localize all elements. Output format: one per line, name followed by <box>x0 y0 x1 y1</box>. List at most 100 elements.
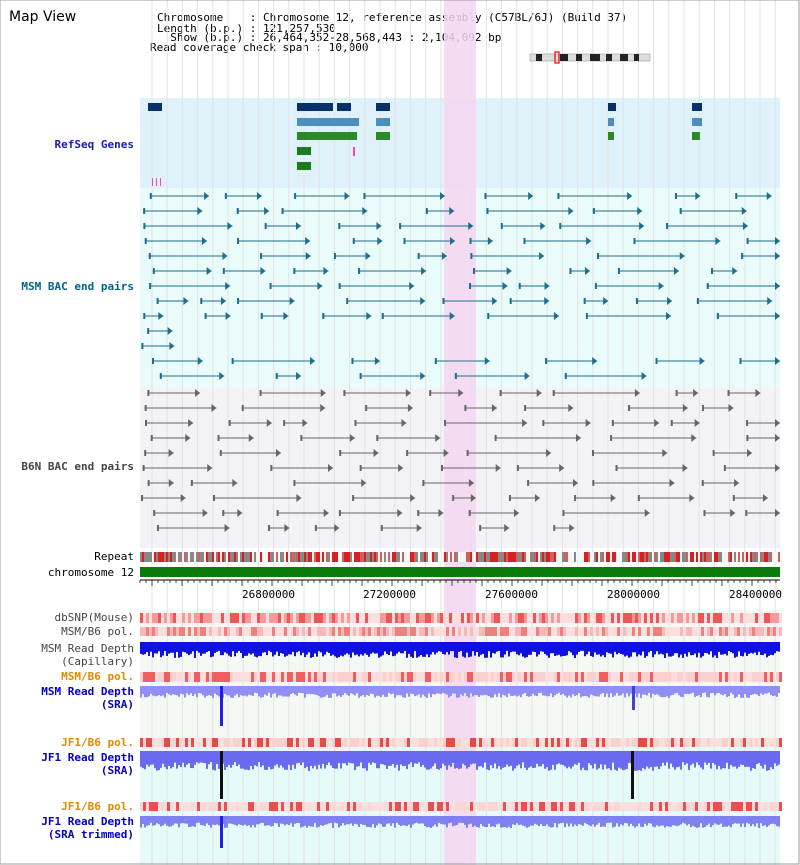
track-label-jf1-pol-1[interactable]: JF1/B6 pol. <box>61 736 134 749</box>
jf1-depth-trim-bar <box>708 816 710 824</box>
jf1-pol-mark <box>752 802 755 811</box>
msm-depth-sra-bar <box>630 686 632 694</box>
b6n-bac-pair <box>468 479 474 487</box>
jf1-pol-mark <box>473 738 476 747</box>
jf1-depth-trim-bar <box>404 816 406 826</box>
msm-depth-capillary-bar <box>454 642 456 658</box>
dbsnp-mark <box>389 613 392 623</box>
msm-pol-mark <box>359 627 362 636</box>
msm-bac-pair <box>450 237 456 245</box>
jf1-pol-mark <box>395 802 398 811</box>
msm-depth-sra-bar <box>642 686 644 695</box>
msm-depth-sra-bar <box>740 686 742 698</box>
jf1-depth-trim-bar <box>378 816 380 824</box>
repeat-mark <box>656 552 658 562</box>
gene-feature <box>297 147 311 155</box>
msm-pol-mark <box>653 627 656 636</box>
track-label-dbsnp[interactable]: dbSNP(Mouse) <box>54 611 134 624</box>
repeat-mark <box>516 552 518 562</box>
jf1-depth-sra-bar <box>674 751 676 770</box>
msm-pol-mark <box>734 672 737 682</box>
jf1-depth-trim-bar <box>716 816 718 825</box>
msm-bac-pair <box>775 312 780 320</box>
msm-bac-pair <box>487 313 490 319</box>
msm-depth-capillary-bar <box>552 642 554 654</box>
jf1-depth-trim-bar <box>758 816 760 828</box>
jf1-pol-mark <box>764 738 767 747</box>
jf1-depth-sra-bar <box>424 751 426 768</box>
repeat-mark <box>478 552 480 562</box>
msm-depth-capillary-bar <box>486 642 488 658</box>
jf1-pol-mark <box>656 802 659 811</box>
dbsnp-mark <box>332 613 335 623</box>
jf1-depth-trim-bar <box>188 816 190 828</box>
repeat-mark <box>658 552 660 562</box>
msm-bac-pair <box>338 283 341 289</box>
b6n-bac-pair <box>338 510 341 516</box>
dbsnp-mark <box>689 613 692 623</box>
track-label-b6n-bac[interactable]: B6N BAC end pairs <box>21 460 134 473</box>
msm-pol-mark <box>776 627 779 636</box>
jf1-depth-sra-bar <box>636 751 638 771</box>
gene-feature <box>608 118 614 126</box>
msm-depth-sra-bar <box>178 686 180 697</box>
jf1-depth-sra-bar <box>268 751 270 767</box>
track-label-jf1-depth-sra[interactable]: JF1 Read Depth <box>41 751 134 764</box>
track-label-refseq[interactable]: RefSeq Genes <box>54 138 134 151</box>
msm-pol-mark <box>431 627 434 636</box>
msm-depth-sra-bar <box>756 686 758 695</box>
b6n-bac-pair <box>156 525 159 531</box>
msm-depth-sra-bar <box>430 686 432 698</box>
jf1-depth-sra-bar <box>292 751 294 765</box>
track-label-msm-depth-cap[interactable]: MSM Read Depth <box>41 642 134 655</box>
track-label-jf1-depth-trim[interactable]: JF1 Read Depth <box>41 815 134 828</box>
track-label-msm-depth-sra[interactable]: MSM Read Depth <box>41 685 134 698</box>
msm-pol-mark <box>575 672 578 682</box>
jf1-depth-trim-bar <box>452 816 454 827</box>
msm-pol-mark <box>572 627 575 636</box>
jf1-pol-mark <box>188 738 191 747</box>
track-label-msm-bac[interactable]: MSM BAC end pairs <box>21 280 134 293</box>
msm-pol-mark <box>617 627 620 636</box>
repeat-mark <box>160 552 162 562</box>
msm-depth-sra-bar <box>400 686 402 696</box>
msm-depth-sra-bar <box>252 686 254 697</box>
jf1-pol-mark <box>734 738 737 747</box>
dbsnp-mark <box>161 613 164 623</box>
b6n-bac-pair <box>320 404 326 412</box>
msm-depth-capillary-bar <box>538 642 540 655</box>
jf1-depth-sra-bar <box>686 751 688 764</box>
dbsnp-mark <box>716 613 719 623</box>
jf1-pol-mark <box>368 802 371 811</box>
jf1-depth-sra-bar <box>724 751 726 769</box>
dbsnp-mark <box>722 613 725 623</box>
dbsnp-mark <box>635 613 638 623</box>
msm-depth-sra-bar <box>506 686 508 698</box>
msm-depth-sra-bar <box>168 686 170 695</box>
track-label-repeat[interactable]: Repeat <box>94 550 134 563</box>
b6n-bac-pair <box>365 405 368 411</box>
jf1-depth-trim-bar <box>760 816 762 824</box>
msm-depth-sra-bar <box>344 686 346 693</box>
msm-depth-sra-bar <box>508 686 510 694</box>
track-label-jf1-pol-2[interactable]: JF1/B6 pol. <box>61 800 134 813</box>
repeat-mark <box>558 552 560 562</box>
msm-pol-mark <box>299 672 302 682</box>
jf1-pol-mark <box>236 802 239 811</box>
msm-depth-sra-bar <box>398 686 400 695</box>
track-label-msm-pol-1[interactable]: MSM/B6 pol. <box>61 625 134 638</box>
msm-pol-mark <box>461 627 464 636</box>
msm-pol-mark <box>539 672 542 682</box>
jf1-depth-sra-bar <box>590 751 592 766</box>
msm-bac-pair <box>559 223 562 229</box>
track-label-msm-pol-2[interactable]: MSM/B6 pol. <box>61 670 134 683</box>
b6n-bac-pair <box>669 479 675 487</box>
jf1-pol-mark <box>548 802 551 811</box>
jf1-pol-mark <box>731 738 734 747</box>
jf1-pol-mark <box>200 802 203 811</box>
jf1-depth-sra-bar <box>348 751 350 763</box>
jf1-depth-sra-bar <box>270 751 272 770</box>
msm-depth-capillary-bar <box>748 642 750 654</box>
repeat-mark <box>150 552 152 562</box>
